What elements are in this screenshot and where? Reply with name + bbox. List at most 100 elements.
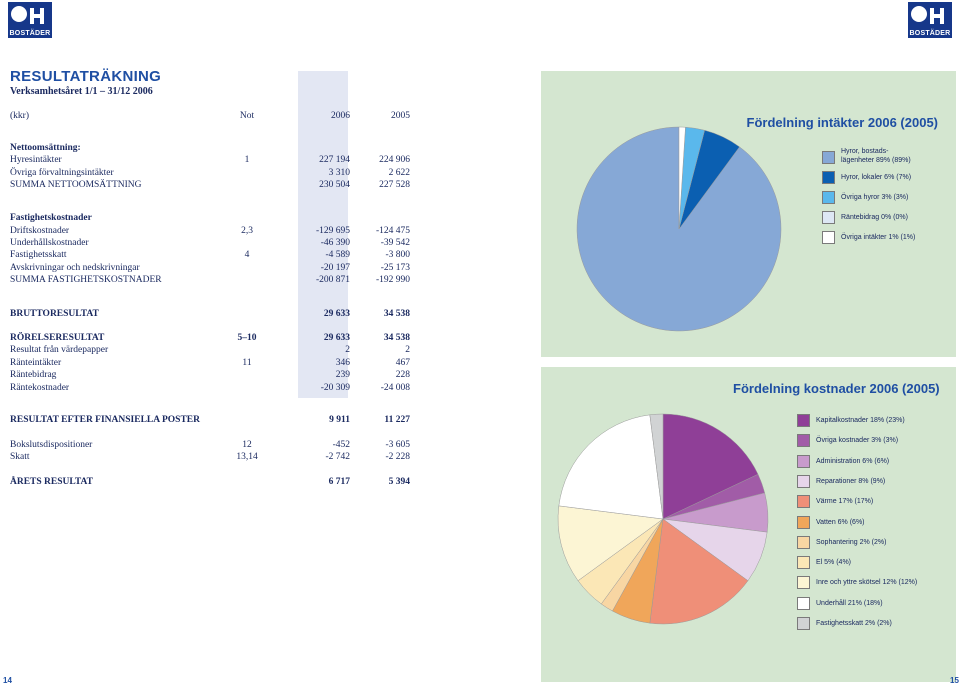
row-value-2006: -4 589	[325, 250, 350, 260]
row-label: RESULTAT EFTER FINANSIELLA POSTER	[10, 415, 200, 425]
row-label: Fastighetskostnader	[10, 213, 92, 223]
header-not: Not	[239, 111, 255, 121]
row-value-2005: 467	[395, 358, 410, 368]
row-label: Övriga förvaltningsintäkter	[10, 168, 114, 178]
cost-slice-4	[649, 518, 749, 625]
row-value-2005: 228	[395, 370, 410, 380]
row-value-2006: -200 871	[315, 275, 350, 285]
legend-label: Övriga hyror 3% (3%)	[841, 193, 908, 202]
legend-label-line: Administration 6% (6%)	[816, 457, 890, 465]
row-label: Ränteintäkter	[10, 358, 62, 368]
legend-label-line: El 5% (4%)	[816, 559, 852, 567]
legend-label-line: Kapitalkostnader 18% (23%)	[816, 417, 905, 424]
table-row: Underhållskostnader -46 390 -39 542	[10, 237, 415, 250]
legend-swatch	[797, 414, 810, 427]
legend-label-line: Övriga hyror 3% (3%)	[841, 194, 909, 201]
legend-label: Övriga intäkter 1% (1%)	[841, 233, 915, 242]
row-value-2006: -20 309	[320, 383, 350, 393]
table-row: Ränteintäkter 11 346 467	[10, 357, 415, 370]
legend-label-line: Inre och yttre skötsel 12% (12%)	[816, 579, 918, 587]
page-subtitle: Verksamhetsåret 1/1 – 31/12 2006	[10, 86, 153, 97]
year-2006-column-highlight	[298, 71, 348, 398]
row-value-2006: -2 742	[325, 452, 350, 462]
legend-swatch	[797, 474, 810, 488]
row-label: BRUTTORESULTAT	[10, 309, 99, 319]
row-label: RÖRELSERESULTAT	[10, 333, 105, 343]
row-value-2005: 2 622	[388, 168, 410, 178]
row-value-2006: 346	[335, 358, 350, 368]
legend-label: Reparationer 8% (9%)	[816, 477, 885, 486]
legend-swatch	[822, 171, 835, 184]
row-value-2005: 34 538	[383, 309, 410, 319]
legend-swatch	[822, 191, 835, 204]
row-note: 1	[244, 155, 250, 165]
row-note: 13,14	[236, 452, 258, 462]
legend-label-line: Hyror, lokaler 6% (7%)	[841, 174, 912, 181]
cost-slice-9	[558, 414, 664, 520]
company-logo-left: BOSTÄDER	[8, 2, 52, 38]
legend-swatch	[797, 596, 810, 610]
row-label: Bokslutsdispositioner	[10, 440, 93, 450]
table-row: Avskrivningar och nedskrivningar -20 197 -…	[10, 262, 415, 275]
legend-label: Fastighetsskatt 2% (2%)	[816, 619, 892, 628]
legend-swatch	[797, 434, 810, 448]
row-value-2006: -46 390	[320, 238, 350, 248]
table-row: RESULTAT EFTER FINANSIELLA POSTER 9 911 11…	[10, 414, 415, 427]
cost-slice-10	[649, 413, 664, 520]
company-logo-right: BOSTÄDER	[908, 2, 952, 38]
legend-swatch	[797, 495, 810, 509]
row-label: SUMMA NETTOOMSÄTTNING	[10, 180, 142, 190]
legend-label: El 5% (4%)	[816, 558, 851, 567]
legend-swatch	[797, 535, 810, 549]
legend-label-line: Underhåll 21% (18%)	[816, 599, 883, 607]
legend-label: Värme 17% (17%)	[816, 497, 873, 506]
row-value-2005: 34 538	[383, 333, 410, 343]
row-label: Underhållskostnader	[10, 238, 89, 248]
row-label: Skatt	[10, 452, 30, 462]
table-row: Räntekostnader -20 309 -24 008	[10, 382, 415, 395]
legend-swatch	[797, 515, 810, 529]
legend-label: Räntebidrag 0% (0%)	[841, 213, 908, 222]
legend-swatch	[822, 231, 835, 244]
income-chart-title: Fördelning intäkter 2006 (2005)	[746, 115, 938, 130]
row-value-2006: 2	[345, 345, 350, 355]
row-value-2006: 29 633	[323, 333, 350, 343]
row-note: 5–10	[237, 333, 257, 343]
table-row: Fastighetskostnader	[10, 212, 415, 225]
row-note: 2,3	[241, 226, 253, 236]
row-label: Fastighetsskatt	[10, 250, 67, 260]
row-value-2005: 5 394	[388, 477, 410, 487]
logo-text: BOSTÄDER	[9, 30, 51, 37]
table-row: Skatt 13,14 -2 742 -2 228	[10, 451, 415, 464]
legend-swatch	[797, 576, 810, 590]
legend-label: Inre och yttre skötsel 12% (12%)	[816, 578, 917, 587]
row-value-2005: 11 227	[384, 415, 410, 425]
header-unit: (kkr)	[10, 111, 29, 121]
table-row: Räntebidrag 239 228	[10, 369, 415, 382]
row-value-2005: 227 528	[379, 180, 410, 190]
legend-label-line: Övriga intäkter 1% (1%)	[841, 234, 916, 241]
legend-label-line: Räntebidrag 0% (0%)	[841, 214, 908, 221]
table-row: ÅRETS RESULTAT 6 717 5 394	[10, 476, 415, 489]
row-note: 11	[242, 358, 252, 368]
legend-label: Administration 6% (6%)	[816, 457, 889, 466]
row-label: Hyresintäkter	[10, 155, 62, 165]
header-2005: 2005	[391, 111, 410, 121]
income-chart-panel: Fördelning intäkter 2006 (2005) Hyror, b…	[541, 71, 956, 357]
row-value-2005: -39 542	[380, 238, 410, 248]
cost-chart-panel: Fördelning kostnader 2006 (2005) Kapital…	[541, 367, 956, 682]
legend-label: Underhåll 21% (18%)	[816, 599, 883, 608]
table-row: Resultat från värdepapper 2 2	[10, 344, 415, 357]
row-value-2006: -20 197	[320, 263, 350, 273]
table-row: Hyresintäkter 1 227 194 224 906	[10, 154, 415, 167]
row-label: SUMMA FASTIGHETSKOSTNADER	[10, 275, 162, 285]
legend-label: Övriga kostnader 3% (3%)	[816, 436, 898, 445]
legend-label: Hyror, bostads-lägenheter 89% (89%)	[841, 147, 911, 165]
row-label: Driftskostnader	[10, 226, 70, 236]
row-value-2005: 2	[405, 345, 410, 355]
row-value-2006: -129 695	[315, 226, 350, 236]
row-label: Resultat från värdepapper	[10, 345, 109, 355]
income-pie-chart	[576, 126, 782, 332]
row-label: Räntebidrag	[10, 370, 57, 380]
legend-swatch	[797, 556, 810, 570]
